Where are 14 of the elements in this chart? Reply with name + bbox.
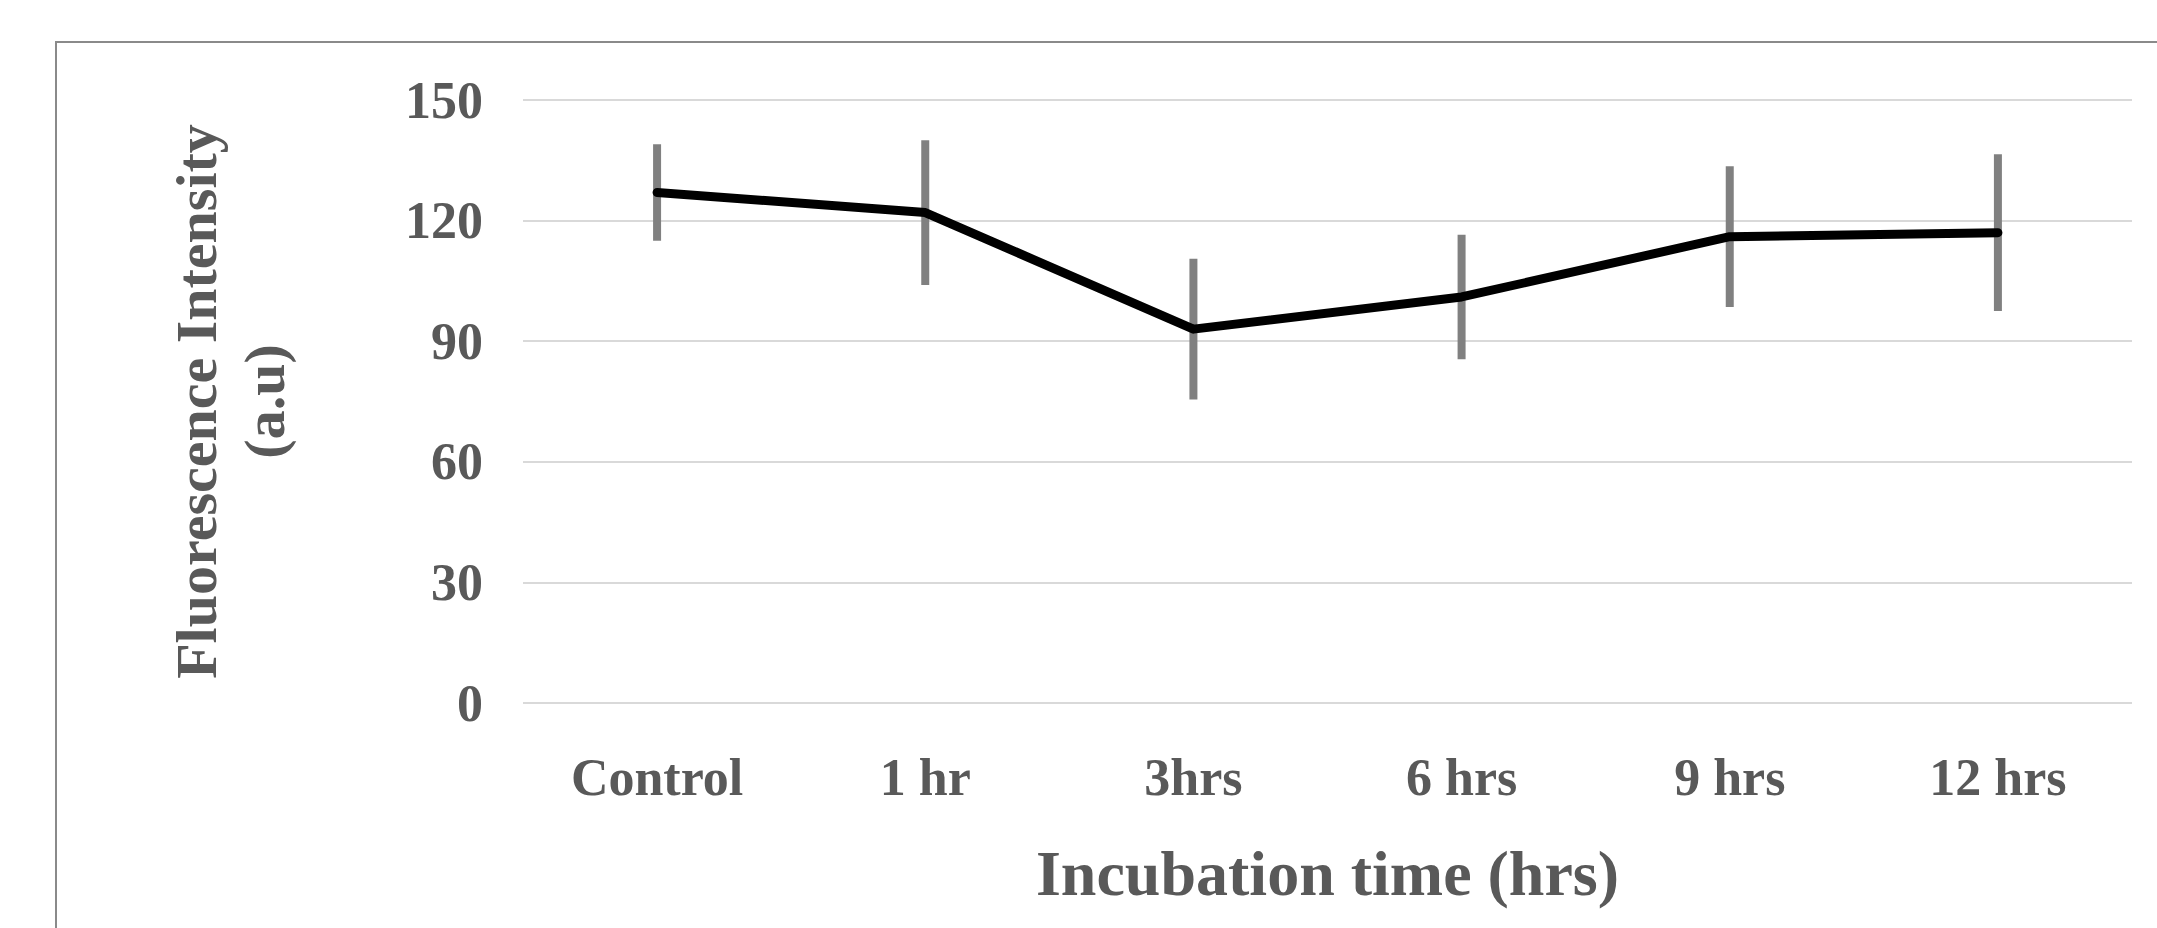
x-tick-label: 9 hrs xyxy=(1674,748,1786,806)
y-tick-label: 30 xyxy=(431,553,483,611)
x-tick-label: 12 hrs xyxy=(1929,748,2067,806)
y-axis-title: Fluorescence Intensity (a.u) xyxy=(163,124,297,679)
y-tick-label: 60 xyxy=(431,433,483,491)
x-tick-label: 1 hr xyxy=(879,748,971,806)
x-tick-label: Control xyxy=(570,748,744,806)
x-tick-label: 3hrs xyxy=(1144,748,1243,806)
y-tick-label: 120 xyxy=(405,192,483,250)
x-axis-title: Incubation time (hrs) xyxy=(1035,837,1620,909)
x-tick-label: 6 hrs xyxy=(1405,748,1518,806)
y-tick-label: 90 xyxy=(431,312,483,370)
y-tick-label: 150 xyxy=(405,71,483,129)
y-tick-label: 0 xyxy=(457,674,483,732)
